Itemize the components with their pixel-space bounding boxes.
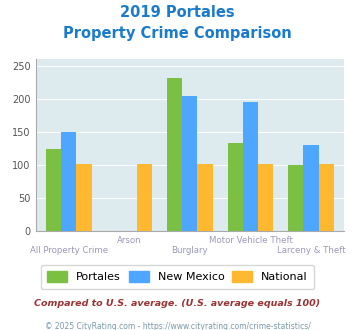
Bar xyxy=(288,165,304,231)
Text: Burglary: Burglary xyxy=(171,246,208,255)
Text: Compared to U.S. average. (U.S. average equals 100): Compared to U.S. average. (U.S. average … xyxy=(34,299,321,308)
Bar xyxy=(61,132,76,231)
Text: All Property Crime: All Property Crime xyxy=(30,246,108,255)
Bar xyxy=(167,78,182,231)
Legend: Portales, New Mexico, National: Portales, New Mexico, National xyxy=(41,265,314,289)
Bar xyxy=(137,164,152,231)
Bar xyxy=(46,148,61,231)
Bar xyxy=(76,164,92,231)
Bar xyxy=(182,96,197,231)
Bar xyxy=(319,164,334,231)
Bar xyxy=(258,164,273,231)
Text: Motor Vehicle Theft: Motor Vehicle Theft xyxy=(208,236,293,245)
Text: Property Crime Comparison: Property Crime Comparison xyxy=(63,26,292,41)
Text: Arson: Arson xyxy=(117,236,142,245)
Text: 2019 Portales: 2019 Portales xyxy=(120,5,235,20)
Text: © 2025 CityRating.com - https://www.cityrating.com/crime-statistics/: © 2025 CityRating.com - https://www.city… xyxy=(45,322,310,330)
Bar xyxy=(304,145,319,231)
Text: Larceny & Theft: Larceny & Theft xyxy=(277,246,345,255)
Bar xyxy=(197,164,213,231)
Bar xyxy=(228,143,243,231)
Bar xyxy=(243,102,258,231)
